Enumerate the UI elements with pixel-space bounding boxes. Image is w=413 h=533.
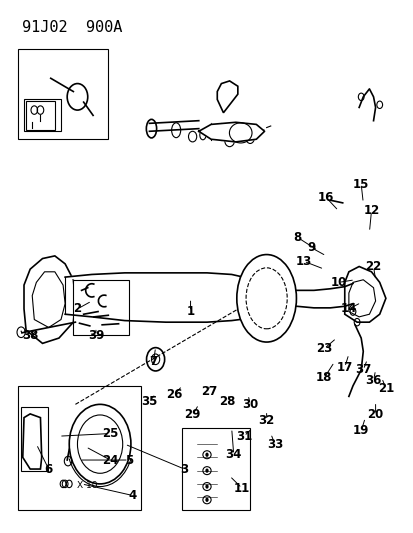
Text: 30: 30	[242, 398, 258, 411]
Ellipse shape	[236, 255, 296, 342]
Text: 28: 28	[219, 395, 235, 408]
FancyBboxPatch shape	[182, 428, 249, 511]
Text: 12: 12	[363, 204, 379, 217]
Text: 11: 11	[233, 482, 249, 495]
FancyBboxPatch shape	[24, 100, 61, 131]
Text: 20: 20	[367, 408, 383, 422]
Text: 5: 5	[124, 454, 133, 466]
Text: 9: 9	[307, 241, 315, 254]
Circle shape	[205, 484, 208, 489]
Text: X 10: X 10	[77, 481, 98, 490]
Text: 25: 25	[102, 427, 118, 440]
Text: 24: 24	[102, 454, 118, 466]
Text: 4: 4	[128, 489, 137, 502]
Circle shape	[205, 453, 208, 457]
Text: 1: 1	[186, 305, 194, 318]
Text: 33: 33	[266, 438, 282, 450]
Text: 18: 18	[315, 372, 332, 384]
Text: 27: 27	[200, 385, 217, 398]
Text: 39: 39	[88, 329, 104, 342]
Text: 26: 26	[166, 389, 182, 401]
Polygon shape	[198, 122, 264, 142]
Text: 91J02  900A: 91J02 900A	[22, 20, 122, 35]
Text: 23: 23	[315, 342, 332, 355]
Text: 21: 21	[377, 382, 393, 395]
FancyBboxPatch shape	[18, 386, 141, 511]
Text: 29: 29	[184, 408, 200, 422]
Circle shape	[205, 469, 208, 473]
Text: 15: 15	[352, 178, 368, 191]
Text: 38: 38	[22, 329, 38, 342]
Circle shape	[205, 498, 208, 502]
Text: 7: 7	[149, 356, 157, 368]
Text: 3: 3	[180, 463, 188, 475]
FancyBboxPatch shape	[18, 49, 108, 139]
Text: 19: 19	[352, 424, 368, 438]
FancyBboxPatch shape	[21, 407, 48, 471]
Text: 16: 16	[317, 191, 334, 204]
Polygon shape	[65, 273, 258, 322]
Text: 17: 17	[336, 361, 352, 374]
Text: 37: 37	[354, 364, 370, 376]
Ellipse shape	[171, 123, 180, 138]
Text: 10: 10	[330, 276, 346, 289]
Text: 22: 22	[365, 260, 381, 273]
Text: 13: 13	[295, 255, 311, 268]
Text: 6: 6	[45, 463, 53, 475]
Text: 35: 35	[141, 395, 157, 408]
Text: 31: 31	[235, 430, 252, 443]
Text: 32: 32	[258, 414, 274, 427]
Ellipse shape	[199, 130, 206, 140]
Text: 14: 14	[340, 302, 356, 316]
Text: 36: 36	[365, 374, 381, 387]
Ellipse shape	[146, 119, 156, 138]
Text: 2: 2	[73, 302, 81, 316]
Text: 8: 8	[293, 231, 301, 244]
FancyBboxPatch shape	[73, 280, 128, 335]
Text: 34: 34	[225, 448, 241, 461]
